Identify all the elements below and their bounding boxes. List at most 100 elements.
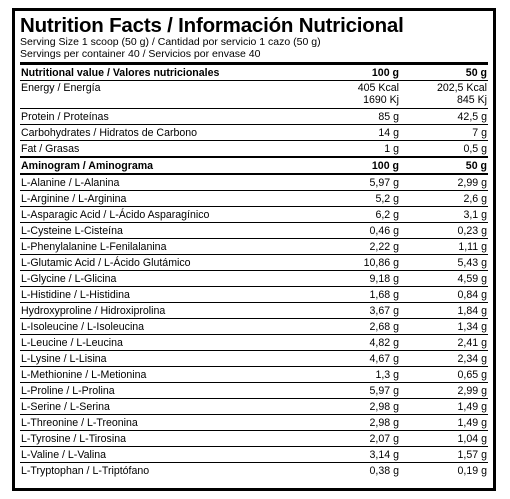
- energy-kcal-100g: 405 Kcal: [357, 82, 399, 94]
- amino-acid-label: L-Methionine / L-Metionina: [20, 366, 310, 383]
- amino-acid-label: L-Serine / L-Serina: [20, 398, 310, 415]
- nutrient-value-100g: 85 g: [310, 108, 400, 125]
- amino-acid-label: L-Lysine / L-Lisina: [20, 350, 310, 367]
- amino-acid-label: L-Arginine / L-Arginina: [20, 190, 310, 207]
- amino-acid-row: L-Arginine / L-Arginina 5,2 g 2,6 g: [20, 190, 488, 207]
- aminogram-header-100g: 100 g: [310, 157, 400, 175]
- amino-acid-value-50g: 2,99 g: [400, 174, 488, 191]
- amino-acid-label: L-Tryptophan / L-Triptófano: [21, 464, 150, 477]
- amino-acid-label: Hydroxyproline / Hidroxiprolina: [20, 302, 310, 319]
- amino-acid-value-50g: 1,57 g: [400, 446, 488, 463]
- amino-acid-value-50g: 1,84 g: [400, 302, 488, 319]
- aminogram-header-50g: 50 g: [400, 157, 488, 175]
- amino-acid-value-100g: 6,2 g: [310, 206, 400, 223]
- amino-acid-value-100g: 9,18 g: [310, 270, 400, 287]
- amino-acid-value-50g: 1,11 g: [400, 238, 488, 255]
- amino-acid-row: L-Glutamic Acid / L-Ácido Glutámico 10,86…: [20, 254, 488, 271]
- amino-acid-value-50g: 1,49 g: [400, 414, 488, 431]
- amino-acid-label: L-Cysteine L-Cisteína: [20, 222, 310, 239]
- amino-acid-label: L-Glycine / L-Glicina: [20, 270, 310, 287]
- amino-acid-value-100g: 1,3 g: [310, 366, 400, 383]
- amino-acid-row: L-Proline / L-Prolina 5,97 g 2,99 g: [20, 382, 488, 399]
- amino-acid-row: L-Serine / L-Serina 2,98 g 1,49 g: [20, 398, 488, 415]
- amino-acid-value-50g: 2,6 g: [400, 190, 488, 207]
- amino-acid-value-50g: 2,99 g: [400, 382, 488, 399]
- nutrient-row: Protein / Proteínas 85 g 42,5 g: [20, 108, 488, 125]
- amino-acid-value-100g: 2,22 g: [310, 238, 400, 255]
- nutrition-facts-panel: Nutrition Facts / Información Nutriciona…: [12, 8, 496, 491]
- amino-acid-row: L-Threonine / L-Treonina 2,98 g 1,49 g: [20, 414, 488, 431]
- amino-acid-label: L-Tyrosine / L-Tirosina: [20, 430, 310, 447]
- amino-acid-value-100g: 5,2 g: [310, 190, 400, 207]
- energy-kcal-50g: 202,5 Kcal: [436, 82, 487, 94]
- amino-acid-row: L-Lysine / L-Lisina 4,67 g 2,34 g: [20, 350, 488, 367]
- amino-acid-value-100g: 4,82 g: [310, 334, 400, 351]
- amino-acid-value-100g: 3,14 g: [310, 446, 400, 463]
- amino-acid-value-100g: 0,46 g: [310, 222, 400, 239]
- nutrition-header-100g: 100 g: [310, 65, 400, 81]
- amino-acid-label: L-Isoleucine / L-Isoleucina: [20, 318, 310, 335]
- amino-acid-value-100g: 2,98 g: [310, 398, 400, 415]
- energy-row: Energy / Energía 405 Kcal 1690 Kj 202,5 …: [20, 80, 488, 109]
- amino-acid-value-50g: 5,43 g: [400, 254, 488, 271]
- amino-acid-row: L-Tyrosine / L-Tirosina 2,07 g 1,04 g: [20, 430, 488, 447]
- nutrient-value-100g: 1 g: [310, 140, 400, 158]
- amino-acid-label: L-Glutamic Acid / L-Ácido Glutámico: [20, 254, 310, 271]
- amino-acid-row: L-Cysteine L-Cisteína 0,46 g 0,23 g: [20, 222, 488, 239]
- amino-acid-row: L-Isoleucine / L-Isoleucina 2,68 g 1,34 g: [20, 318, 488, 335]
- amino-acid-value-100g: 1,68 g: [310, 286, 400, 303]
- amino-acid-label: L-Threonine / L-Treonina: [20, 414, 310, 431]
- aminogram-header-row: Aminogram / Aminograma 100 g 50 g: [20, 157, 488, 175]
- amino-acid-value-50g: 2,41 g: [400, 334, 488, 351]
- amino-acid-row: L-Glycine / L-Glicina 9,18 g 4,59 g: [20, 270, 488, 287]
- nutrition-header-row: Nutritional value / Valores nutricionale…: [20, 65, 488, 81]
- amino-acid-label: L-Proline / L-Prolina: [20, 382, 310, 399]
- amino-acid-value-50g: 1,04 g: [400, 430, 488, 447]
- amino-acid-value-100g: 2,07 g: [310, 430, 400, 447]
- amino-acid-value-100g: 0,38 g: [369, 464, 399, 477]
- amino-acid-value-50g: 2,34 g: [400, 350, 488, 367]
- amino-acid-row: L-Alanine / L-Alanina 5,97 g 2,99 g: [20, 174, 488, 191]
- amino-acid-row: L-Phenylalanine L-Fenilalanina 2,22 g 1,11…: [20, 238, 488, 255]
- amino-acid-label: L-Asparagic Acid / L-Ácido Asparagínico: [20, 206, 310, 223]
- amino-acid-value-100g: 10,86 g: [310, 254, 400, 271]
- amino-acid-value-50g: 0,84 g: [400, 286, 488, 303]
- amino-acid-label: L-Valine / L-Valina: [20, 446, 310, 463]
- energy-label: Energy / Energía: [20, 80, 310, 109]
- page-title: Nutrition Facts / Información Nutriciona…: [20, 14, 404, 37]
- energy-kj-50g: 845 Kj: [456, 94, 487, 106]
- energy-50g: 202,5 Kcal 845 Kj: [400, 80, 488, 109]
- amino-acid-row: L-Tryptophan / L-Triptófano 0,38 g 0,19 g: [20, 463, 488, 479]
- amino-acid-value-100g: 4,67 g: [310, 350, 400, 367]
- amino-acid-value-100g: 5,97 g: [310, 174, 400, 191]
- nutrition-header-50g: 50 g: [400, 65, 488, 81]
- servings-per-container: Servings per container 40 / Servicios po…: [20, 47, 261, 60]
- amino-acid-row: Hydroxyproline / Hidroxiprolina 3,67 g 1,8…: [20, 302, 488, 319]
- amino-acid-row: L-Valine / L-Valina 3,14 g 1,57 g: [20, 446, 488, 463]
- amino-acid-row: L-Histidine / L-Histidina 1,68 g 0,84 g: [20, 286, 488, 303]
- amino-acid-value-50g: 0,23 g: [400, 222, 488, 239]
- amino-acid-value-100g: 2,98 g: [310, 414, 400, 431]
- amino-acid-value-100g: 5,97 g: [310, 382, 400, 399]
- amino-acid-row: L-Asparagic Acid / L-Ácido Asparagínico 6…: [20, 206, 488, 223]
- amino-acid-value-50g: 4,59 g: [400, 270, 488, 287]
- amino-acid-value-100g: 3,67 g: [310, 302, 400, 319]
- aminogram-header-label: Aminogram / Aminograma: [20, 157, 310, 175]
- nutrient-value-50g: 42,5 g: [400, 108, 488, 125]
- amino-acid-value-50g: 1,49 g: [400, 398, 488, 415]
- amino-acid-row: L-Leucine / L-Leucina 4,82 g 2,41 g: [20, 334, 488, 351]
- amino-acid-label: L-Histidine / L-Histidina: [20, 286, 310, 303]
- amino-acid-value-50g: 1,34 g: [400, 318, 488, 335]
- nutrient-label: Protein / Proteínas: [20, 108, 310, 125]
- amino-acid-label: L-Leucine / L-Leucina: [20, 334, 310, 351]
- amino-acid-value-50g: 3,1 g: [400, 206, 488, 223]
- nutrition-header-label: Nutritional value / Valores nutricionale…: [20, 65, 310, 81]
- nutrient-row: Fat / Grasas 1 g 0,5 g: [20, 140, 488, 158]
- amino-acid-value-50g: 0,65 g: [400, 366, 488, 383]
- amino-acid-label: L-Phenylalanine L-Fenilalanina: [20, 238, 310, 255]
- amino-acid-label: L-Alanine / L-Alanina: [20, 174, 310, 191]
- amino-acid-value-100g: 2,68 g: [310, 318, 400, 335]
- serving-size: Serving Size 1 scoop (50 g) / Cantidad p…: [20, 36, 321, 48]
- thick-divider: [20, 62, 488, 65]
